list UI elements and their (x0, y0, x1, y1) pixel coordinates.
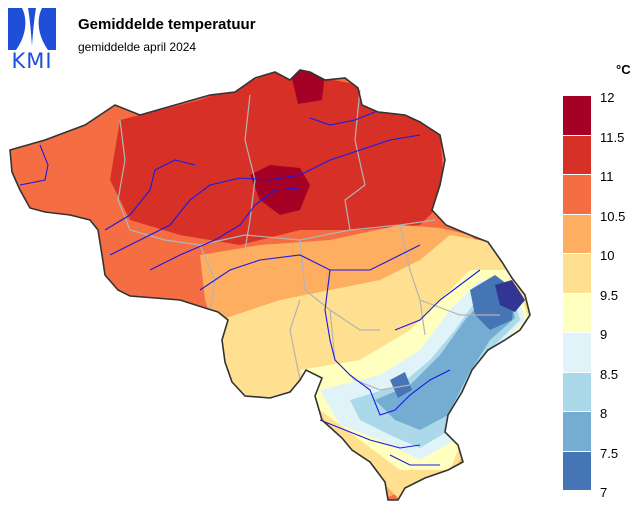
temperature-field (10, 70, 530, 500)
legend-swatch (563, 254, 591, 294)
map-subtitle: gemiddelde april 2024 (78, 40, 197, 54)
legend-unit: °C (616, 62, 631, 77)
legend-label: 12 (600, 90, 615, 105)
legend-swatch (563, 451, 591, 491)
legend-swatch (563, 135, 591, 175)
legend-label: 7.5 (600, 445, 619, 461)
legend-swatch (563, 214, 591, 254)
province-borders (117, 89, 500, 391)
map-title: Gemiddelde temperatuur (78, 16, 256, 33)
belgium-temperature-map (9, 69, 531, 501)
zone-11-11-5 (110, 70, 445, 245)
legend-swatch (563, 412, 591, 452)
zone-below-7 (495, 280, 525, 312)
logo-text: KMI (11, 49, 53, 73)
legend-label: 7 (600, 485, 608, 500)
legend-label: 9.5 (600, 287, 619, 303)
legend-label: 10.5 (600, 208, 626, 224)
legend-swatch (563, 175, 591, 215)
legend-colorbar (563, 96, 591, 491)
legend-label: 9 (600, 327, 608, 342)
legend-label: 8 (600, 406, 608, 421)
legend-label: 11.5 (600, 129, 625, 145)
zone-7-7-5-south (390, 372, 412, 398)
legend-swatch (563, 293, 591, 333)
legend-swatch (563, 372, 591, 412)
legend-swatch (563, 333, 591, 373)
legend-swatch (563, 96, 591, 136)
legend-label: 8.5 (600, 366, 619, 382)
zone-7-5-8 (375, 295, 515, 430)
legend-label: 10 (600, 248, 615, 263)
legend-label: 11 (600, 169, 614, 184)
rivers (19, 111, 481, 466)
zone-above-11-5-north (290, 70, 325, 104)
kmi-logo (6, 6, 58, 72)
